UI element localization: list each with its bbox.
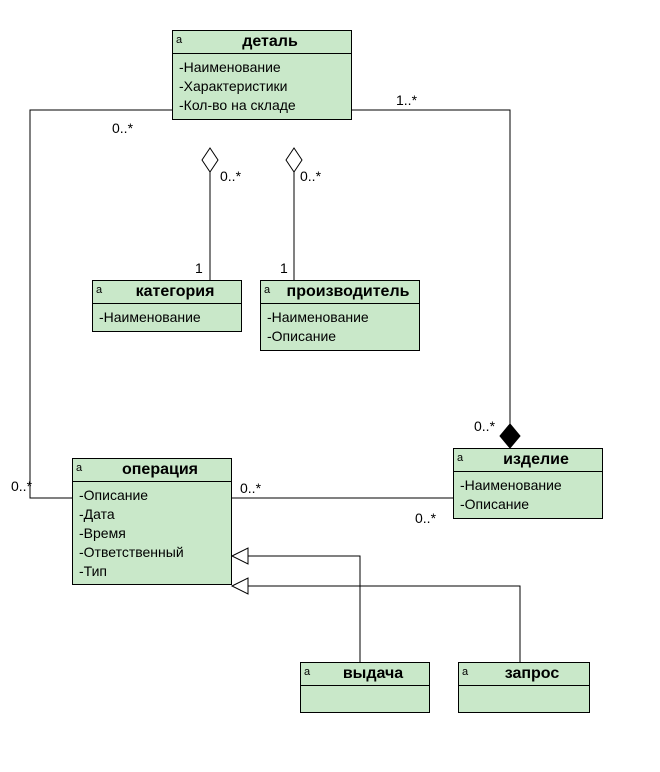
class-product: a изделие -Наименование -Описание (453, 448, 603, 519)
diamond-composition-product-icon (500, 424, 520, 448)
class-title: деталь (242, 33, 298, 50)
class-tag: a (76, 462, 82, 474)
edge-issue-operation-line (232, 556, 360, 662)
class-detail: a деталь -Наименование -Характеристики -… (172, 30, 352, 120)
class-attr: -Описание (460, 495, 596, 514)
class-title: операция (122, 461, 198, 478)
class-attr: -Описание (267, 327, 413, 346)
class-attr: -Описание (79, 486, 225, 505)
multiplicity-label: 0..* (240, 480, 261, 496)
class-tag: a (96, 284, 102, 296)
class-attr: -Дата (79, 505, 225, 524)
class-manufacturer: a производитель -Наименование -Описание (260, 280, 420, 351)
class-issue: a выдача (300, 662, 430, 713)
class-title: категория (136, 283, 215, 300)
class-operation: a операция -Описание -Дата -Время -Ответ… (72, 458, 232, 585)
class-title: производитель (287, 283, 410, 300)
class-tag: a (457, 452, 463, 464)
class-attr: -Наименование (267, 308, 413, 327)
class-attr: -Ответственный (79, 543, 225, 562)
class-attr: -Тип (79, 562, 225, 581)
class-tag: a (264, 284, 270, 296)
arrow-generalization-request-icon (232, 578, 248, 594)
edge-request-operation-line (232, 586, 520, 662)
class-attr: -Время (79, 524, 225, 543)
multiplicity-label: 0..* (415, 510, 436, 526)
class-tag: a (304, 666, 310, 678)
class-attr: -Кол-во на складе (179, 96, 345, 115)
class-category: a категория -Наименование (92, 280, 242, 332)
arrow-generalization-issue-icon (232, 548, 248, 564)
multiplicity-label: 1 (195, 260, 203, 276)
class-attr: -Наименование (460, 476, 596, 495)
class-tag: a (176, 34, 182, 46)
multiplicity-label: 1 (280, 260, 288, 276)
class-title: изделие (503, 451, 569, 468)
class-attr: -Наименование (99, 308, 235, 327)
class-attr: -Характеристики (179, 77, 345, 96)
multiplicity-label: 0..* (112, 120, 133, 136)
class-request: a запрос (458, 662, 590, 713)
multiplicity-label: 0..* (11, 478, 32, 494)
class-attr: -Наименование (179, 58, 345, 77)
multiplicity-label: 0..* (300, 168, 321, 184)
multiplicity-label: 1..* (396, 92, 417, 108)
multiplicity-label: 0..* (220, 168, 241, 184)
class-title: выдача (343, 665, 403, 682)
class-title: запрос (505, 665, 560, 682)
diamond-aggregation-category-icon (202, 148, 218, 172)
multiplicity-label: 0..* (474, 418, 495, 434)
edge-detail-product-line (352, 110, 510, 448)
class-tag: a (462, 666, 468, 678)
